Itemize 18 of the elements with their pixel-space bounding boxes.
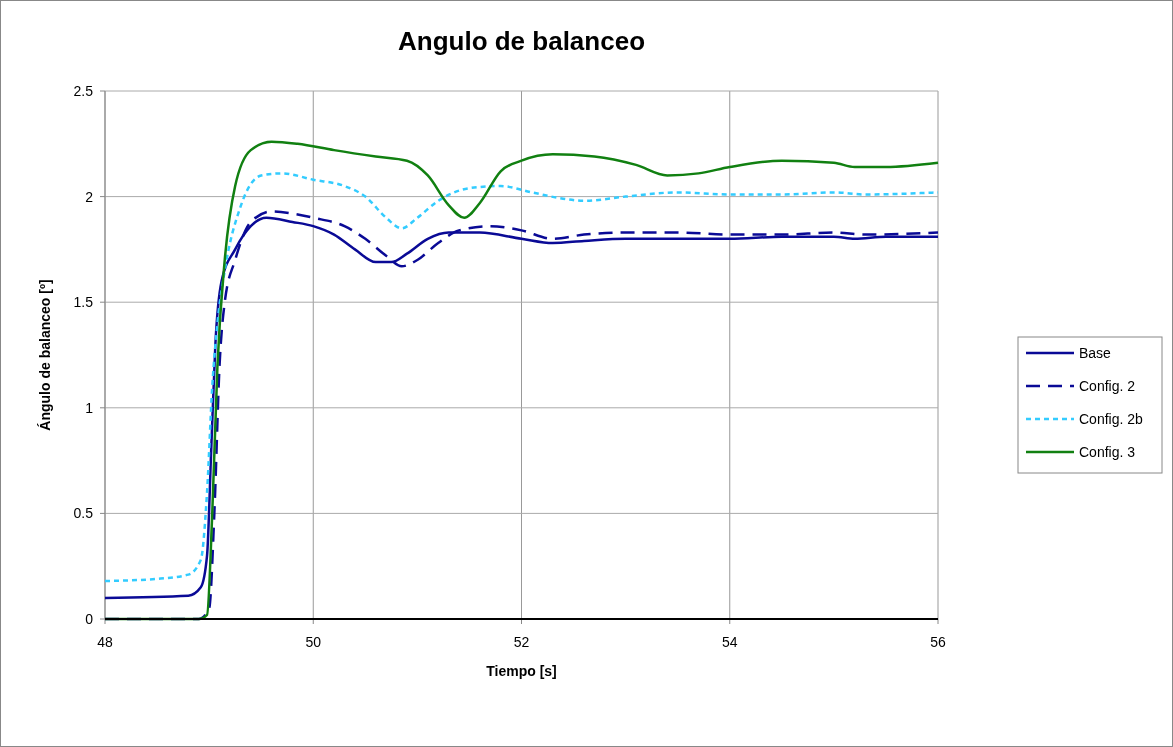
y-tick-label: 1.5 — [73, 294, 94, 311]
y-tick-label: 0 — [85, 610, 94, 627]
y-tick-label: 0.5 — [73, 505, 94, 522]
x-axis-title: Tiempo [s] — [486, 663, 557, 679]
x-tick-label: 56 — [930, 634, 946, 650]
x-tick-label: 54 — [721, 634, 738, 650]
x-tick-label: 52 — [513, 634, 530, 650]
x-tick-label: 50 — [305, 634, 322, 650]
x-tick-label: 48 — [97, 634, 113, 650]
y-tick-label: 1 — [85, 399, 94, 416]
y-tick-label: 2 — [85, 188, 94, 205]
y-tick-label: 2.5 — [73, 82, 94, 99]
legend-label: Config. 3 — [1079, 443, 1136, 460]
y-axis-title: Ángulo de balanceo [º] — [37, 279, 53, 431]
chart-title: Angulo de balanceo — [397, 26, 646, 56]
legend-label: Base — [1079, 344, 1112, 361]
legend-label: Config. 2 — [1079, 377, 1136, 394]
legend-label: Config. 2b — [1079, 410, 1144, 427]
